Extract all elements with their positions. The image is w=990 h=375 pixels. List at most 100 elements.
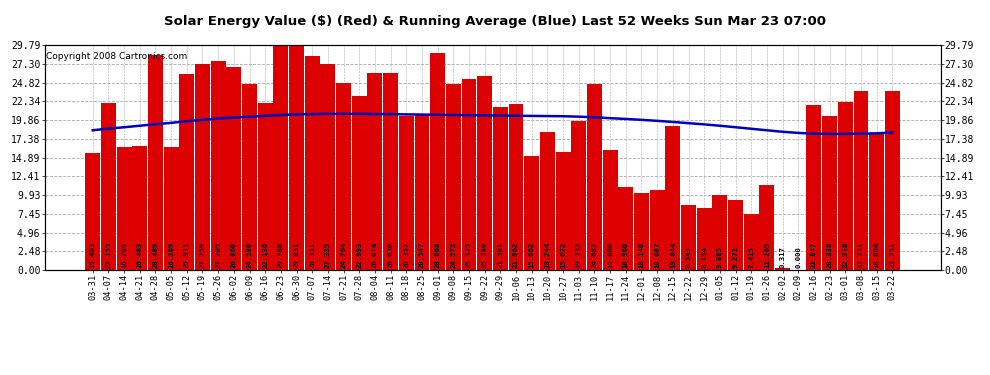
- Text: 21.581: 21.581: [497, 242, 503, 268]
- Text: 27.705: 27.705: [215, 242, 221, 268]
- Text: 21.962: 21.962: [513, 242, 519, 268]
- Bar: [743, 214, 758, 270]
- Text: 23.751: 23.751: [889, 242, 895, 268]
- Bar: [571, 121, 586, 270]
- Text: 26.860: 26.860: [231, 242, 237, 268]
- Bar: [603, 150, 618, 270]
- Text: 25.740: 25.740: [482, 242, 488, 268]
- Bar: [351, 96, 366, 270]
- Text: 16.289: 16.289: [121, 242, 127, 268]
- Bar: [540, 132, 554, 270]
- Text: 27.259: 27.259: [199, 242, 206, 268]
- Text: 9.271: 9.271: [733, 246, 739, 268]
- Bar: [681, 206, 696, 270]
- Text: 29.786: 29.786: [278, 242, 284, 268]
- Bar: [555, 152, 570, 270]
- Bar: [728, 200, 742, 270]
- Text: 8.154: 8.154: [701, 246, 707, 268]
- Bar: [273, 45, 288, 270]
- Text: 16.463: 16.463: [137, 242, 143, 268]
- Bar: [713, 195, 728, 270]
- Bar: [117, 147, 132, 270]
- Bar: [415, 115, 430, 270]
- Bar: [885, 91, 900, 270]
- Text: 22.155: 22.155: [105, 242, 112, 268]
- Bar: [321, 63, 336, 270]
- Bar: [634, 194, 648, 270]
- Text: 0.317: 0.317: [779, 246, 786, 268]
- Text: 20.357: 20.357: [403, 242, 409, 268]
- Text: 24.580: 24.580: [247, 242, 252, 268]
- Text: 23.731: 23.731: [858, 242, 864, 268]
- Text: 27.335: 27.335: [325, 242, 331, 268]
- Bar: [431, 54, 446, 270]
- Bar: [822, 116, 838, 270]
- Bar: [697, 209, 712, 270]
- Text: 24.573: 24.573: [450, 242, 456, 268]
- Bar: [446, 84, 460, 270]
- Bar: [179, 74, 194, 270]
- Text: 25.931: 25.931: [184, 242, 190, 268]
- Text: 19.732: 19.732: [576, 242, 582, 268]
- Bar: [383, 74, 398, 270]
- Bar: [163, 147, 178, 270]
- Bar: [649, 190, 664, 270]
- Bar: [101, 103, 116, 270]
- Text: 26.030: 26.030: [388, 242, 394, 268]
- Text: 25.325: 25.325: [466, 242, 472, 268]
- Bar: [525, 156, 540, 270]
- Text: 24.682: 24.682: [591, 242, 597, 268]
- Text: 15.483: 15.483: [90, 242, 96, 268]
- Bar: [493, 107, 508, 270]
- Text: 8.543: 8.543: [685, 246, 691, 268]
- Bar: [227, 67, 242, 270]
- Text: 26.074: 26.074: [372, 242, 378, 268]
- Bar: [337, 83, 351, 270]
- Text: 10.140: 10.140: [639, 242, 644, 268]
- Text: 9.885: 9.885: [717, 246, 723, 268]
- Text: 20.547: 20.547: [419, 242, 425, 268]
- Bar: [775, 268, 790, 270]
- Text: 15.062: 15.062: [529, 242, 535, 268]
- Bar: [367, 73, 382, 270]
- Text: 21.847: 21.847: [811, 242, 817, 268]
- Text: 28.668: 28.668: [435, 242, 441, 268]
- Text: 7.415: 7.415: [748, 246, 754, 268]
- Text: 11.265: 11.265: [764, 242, 770, 268]
- Bar: [148, 55, 163, 270]
- Text: 22.248: 22.248: [842, 242, 848, 268]
- Text: 15.672: 15.672: [560, 242, 566, 268]
- Bar: [477, 76, 492, 270]
- Text: 18.004: 18.004: [873, 242, 880, 268]
- Bar: [305, 56, 320, 270]
- Text: 29.831: 29.831: [294, 242, 300, 268]
- Bar: [853, 91, 868, 270]
- Bar: [665, 126, 680, 270]
- Text: 22.136: 22.136: [262, 242, 268, 268]
- Bar: [399, 116, 414, 270]
- Bar: [461, 79, 476, 270]
- Text: 24.764: 24.764: [341, 242, 346, 268]
- Text: Copyright 2008 Cartronics.com: Copyright 2008 Cartronics.com: [47, 52, 187, 61]
- Text: 28.311: 28.311: [309, 242, 315, 268]
- Text: Solar Energy Value ($) (Red) & Running Average (Blue) Last 52 Weeks Sun Mar 23 0: Solar Energy Value ($) (Red) & Running A…: [164, 15, 826, 28]
- Text: 22.993: 22.993: [356, 242, 362, 268]
- Bar: [133, 146, 148, 270]
- Bar: [807, 105, 822, 270]
- Bar: [619, 187, 634, 270]
- Text: 10.607: 10.607: [654, 242, 660, 268]
- Bar: [289, 45, 304, 270]
- Text: 18.244: 18.244: [544, 242, 550, 268]
- Text: 0.000: 0.000: [795, 246, 801, 268]
- Bar: [509, 104, 524, 270]
- Bar: [243, 84, 257, 270]
- Bar: [759, 185, 774, 270]
- Text: 28.489: 28.489: [152, 242, 158, 268]
- Text: 16.269: 16.269: [168, 242, 174, 268]
- Text: 15.880: 15.880: [607, 242, 613, 268]
- Bar: [195, 64, 210, 270]
- Text: 19.044: 19.044: [670, 242, 676, 268]
- Bar: [869, 134, 884, 270]
- Bar: [257, 103, 272, 270]
- Text: 10.960: 10.960: [623, 242, 629, 268]
